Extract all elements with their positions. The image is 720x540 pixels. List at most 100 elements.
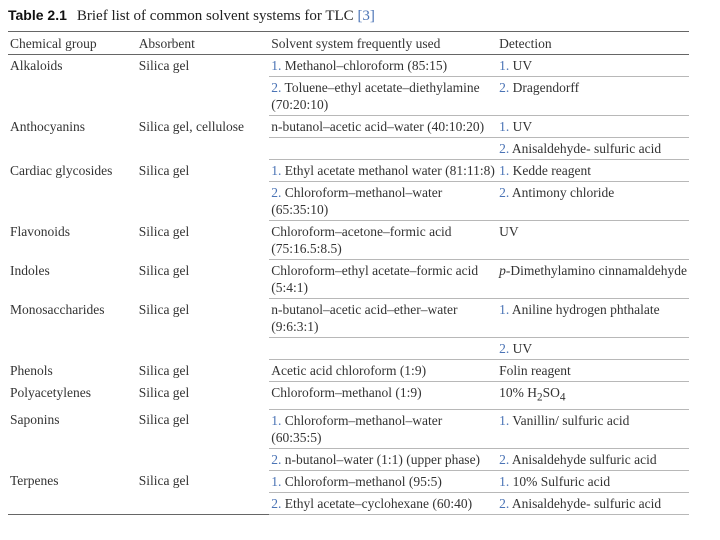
chemical-group-cell: Terpenes [8, 470, 137, 515]
chemical-group-cell: Monosaccharides [10, 301, 105, 317]
detection-cell: 10% H2SO4 [497, 381, 689, 410]
absorbent-cell: Silica gel [138, 362, 190, 378]
detection-number: 2. [499, 80, 510, 95]
detection-text: Anisaldehyde sulfuric acid [511, 451, 657, 467]
detection-text: Anisaldehyde- sulfuric acid [511, 141, 662, 156]
table-row: Terpenes Silica gel 1. Chloroform–methanol… [8, 470, 689, 515]
detection-italic-prefix: p [499, 263, 506, 278]
solvent-number: 1. [271, 58, 282, 73]
solvent-systems-table: Chemical group Absorbent Solvent system … [8, 31, 689, 515]
detection-number: 1. [499, 58, 510, 73]
chemical-group-cell: Cardiac glycosides [10, 162, 113, 178]
solvent-system-cell: 2. n-butanol–water (1:1) (upper phase) [269, 448, 498, 471]
table-caption: Table 2.1 Brief list of common solvent sy… [8, 7, 708, 25]
detection-text: SO [542, 385, 560, 400]
column-header-solvent-system: Solvent system frequently used [269, 31, 498, 55]
detection-number: 2. [499, 185, 510, 200]
table-row: Cardiac glycosides Silica gel 1. Ethyl ace… [8, 159, 689, 182]
detection-text: 10% Sulfuric acid [512, 473, 611, 489]
table-header-row: Chemical group Absorbent Solvent system … [8, 31, 689, 55]
solvent-system-cell: Chloroform–methanol (1:9) [269, 381, 498, 410]
table-row: Flavonoids Silica gel Chloroform–acetone–f… [8, 220, 689, 260]
detection-number: 2. [499, 451, 510, 467]
detection-number: 2. [499, 495, 510, 511]
solvent-system-cell [269, 337, 498, 360]
absorbent-cell: Silica gel [138, 162, 190, 178]
chemical-group-cell: Phenols [10, 362, 53, 378]
solvent-text: n-butanol–acetic acid–ether–water (9:6:3… [271, 302, 458, 334]
solvent-number: 2. [271, 495, 282, 511]
absorbent-cell: Silica gel [138, 58, 190, 73]
solvent-text: Chloroform–methanol–water (60:35:5) [271, 412, 443, 445]
solvent-system-cell: 1. Ethyl acetate methanol water (81:11:8… [269, 159, 498, 182]
solvent-text: Acetic acid chloroform (1:9) [271, 363, 427, 378]
solvent-system-cell: 1. Methanol–chloroform (85:15) [269, 54, 498, 77]
solvent-number: 2. [271, 451, 282, 467]
chemical-group-cell: Indoles [10, 262, 50, 278]
detection-cell: 1. Vanillin/ sulfuric acid [497, 409, 689, 449]
table-row: Polyacetylenes Silica gel Chloroform–metha… [8, 381, 689, 410]
solvent-text: Toluene–ethyl acetate–diethylamine (70:2… [271, 80, 480, 112]
solvent-system-cell: 1. Chloroform–methanol (95:5) [269, 470, 498, 493]
table-row: Alkaloids Silica gel 1. Methanol–chlorofor… [8, 54, 689, 77]
detection-number: 2. [499, 141, 510, 156]
detection-text: Folin reagent [499, 363, 571, 378]
absorbent-cell: Silica gel [138, 262, 190, 278]
table-title: Brief list of common solvent systems for… [76, 8, 354, 24]
detection-text: 10% H [499, 385, 538, 400]
detection-subscript: 2 [537, 391, 543, 404]
detection-cell: 2. Anisaldehyde- sulfuric acid [497, 137, 689, 160]
table-row: Indoles Silica gel Chloroform–ethyl acetat… [8, 259, 689, 299]
detection-number: 1. [499, 119, 510, 134]
solvent-system-cell: 2. Chloroform–methanol–water (65:35:10) [269, 181, 498, 221]
detection-cell: 1. Kedde reagent [497, 159, 689, 182]
solvent-system-cell: Acetic acid chloroform (1:9) [269, 359, 498, 382]
table-row: Phenols Silica gel Acetic acid chloroform … [8, 359, 689, 382]
solvent-text: Chloroform–acetone–formic acid (75:16.5:… [271, 224, 452, 256]
absorbent-cell: Silica gel, cellulose [138, 118, 245, 134]
detection-cell: 2. Antimony chloride [497, 181, 689, 221]
detection-cell: 2. Anisaldehyde- sulfuric acid [497, 492, 689, 515]
solvent-number: 2. [271, 80, 282, 95]
reference-link[interactable]: [3] [357, 8, 375, 24]
solvent-text: Ethyl acetate methanol water (81:11:8) [284, 163, 495, 178]
solvent-text: n-butanol–acetic acid–water (40:10:20) [271, 119, 485, 134]
table-row: 2. Chloroform–methanol–water (65:35:10) 2… [8, 181, 689, 221]
solvent-text: Methanol–chloroform (85:15) [284, 58, 448, 73]
solvent-text: Chloroform–methanol–water (65:35:10) [271, 185, 443, 217]
chemical-group-cell: Alkaloids [10, 58, 63, 73]
table-row: Monosaccharides Silica gel n-butanol–aceti… [8, 298, 689, 338]
detection-number: 2. [499, 341, 510, 356]
table-row: 2. n-butanol–water (1:1) (upper phase) 2.… [8, 448, 689, 471]
solvent-system-cell: n-butanol–acetic acid–water (40:10:20) [269, 115, 498, 138]
detection-cell: 1. Aniline hydrogen phthalate [497, 298, 689, 338]
detection-number: 1. [499, 473, 510, 489]
absorbent-cell: Silica gel [138, 384, 190, 400]
table-row: Saponins Silica gel 1. Chloroform–methanol… [8, 409, 689, 449]
table-row: Anthocyanins Silica gel, cellulose n-butan… [8, 115, 689, 138]
detection-text: Aniline hydrogen phthalate [511, 302, 660, 317]
detection-text: UV [512, 119, 533, 134]
detection-number: 1. [499, 302, 510, 317]
solvent-text: Ethyl acetate–cyclohexane (60:40) [284, 495, 473, 511]
detection-subscript: 4 [559, 391, 566, 404]
solvent-number: 1. [271, 163, 282, 178]
detection-text: Kedde reagent [512, 163, 591, 178]
detection-number: 1. [499, 412, 510, 428]
solvent-system-cell: 2. Toluene–ethyl acetate–diethylamine (7… [269, 76, 498, 116]
solvent-system-cell: Chloroform–acetone–formic acid (75:16.5:… [269, 220, 498, 260]
absorbent-cell: Silica gel [136, 470, 270, 515]
detection-cell: 1. UV [497, 54, 689, 77]
detection-cell: UV [497, 220, 689, 260]
solvent-system-cell [269, 137, 498, 160]
detection-text: Antimony chloride [511, 185, 615, 200]
absorbent-cell: Silica gel [138, 223, 190, 239]
absorbent-cell: Silica gel [138, 301, 190, 317]
solvent-number: 1. [271, 412, 282, 428]
chemical-group-cell: Flavonoids [10, 223, 71, 239]
detection-text: UV [512, 58, 533, 73]
solvent-system-cell: 1. Chloroform–methanol–water (60:35:5) [269, 409, 498, 449]
detection-number: 1. [499, 163, 510, 178]
column-header-detection: Detection [497, 31, 689, 55]
detection-text: Dragendorff [512, 80, 580, 95]
